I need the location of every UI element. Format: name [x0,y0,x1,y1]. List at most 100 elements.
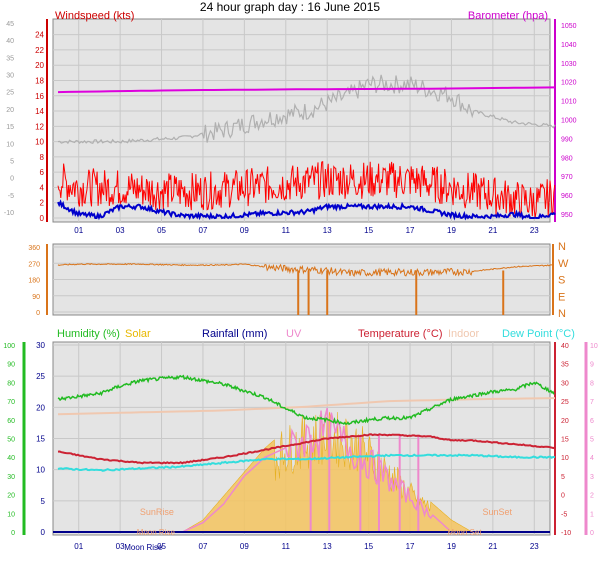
temp-y-tick: 35 [561,362,569,369]
wind-x-tick: 15 [364,226,373,235]
wind-title: Windspeed (kts) [55,10,134,22]
wind-far-left-tick: 5 [10,158,14,165]
temp-y-tick: 20 [561,418,569,425]
wind-x-tick: 13 [323,226,332,235]
dir-compass-label: E [558,291,565,303]
baro-y-tick: 1010 [561,99,577,106]
legend-label: UV [286,328,302,340]
rain-y-tick: 0 [41,528,46,537]
wind-x-tick: 01 [74,226,83,235]
uv-y-tick: 10 [590,343,598,350]
wind-x-tick: 19 [447,226,456,235]
baro-y-tick: 980 [561,155,573,162]
temp-y-tick: 10 [561,455,569,462]
wind-grey-line [57,74,556,145]
moon-rise-label: Moon Rise [124,543,163,552]
baro-y-tick: 1040 [561,42,577,49]
dir-y-tick: 180 [28,278,40,285]
humidity-y-tick: 30 [7,474,15,481]
wind-gust-line [57,160,556,219]
wind-far-left-tick: 0 [10,176,14,183]
multi-x-tick: 21 [488,542,497,551]
indoor-line [57,397,556,416]
uv-y-tick: 4 [590,455,594,462]
multi-x-tick: 03 [116,542,125,551]
chart-title: 24 hour graph day : 16 June 2015 [200,0,380,14]
baro-y-tick: 1000 [561,118,577,125]
uv-line [181,407,450,533]
dir-compass-label: N [558,308,566,320]
baro-title: Barometer (hpa) [468,10,548,22]
dir-y-tick: 90 [32,294,40,301]
legend-label: Rainfall (mm) [202,328,267,340]
humidity-y-tick: 70 [7,399,15,406]
dir-y-tick: 360 [28,245,40,252]
uv-y-tick: 0 [590,530,594,537]
moon-rise-label-upper: Moon Rise [137,528,176,537]
multi-x-tick: 07 [199,542,208,551]
wind-y-tick: 6 [40,168,45,177]
wind-y-tick: 16 [35,92,44,101]
baro-y-tick: 950 [561,212,573,219]
multi-x-tick: 17 [406,542,415,551]
multi-x-tick: 05 [157,542,166,551]
temp-y-tick: 0 [561,493,565,500]
dir-y-tick: 270 [28,261,40,268]
multi-x-tick: 13 [323,542,332,551]
wind-far-left-tick: 15 [6,124,14,131]
rain-y-tick: 30 [36,341,45,350]
temperature-line [57,433,556,465]
temp-y-tick: -5 [561,511,567,518]
temp-y-tick: 15 [561,437,569,444]
rain-y-tick: 10 [36,466,45,475]
uv-y-tick: 9 [590,362,594,369]
humidity-y-tick: 60 [7,418,15,425]
uv-y-tick: 6 [590,418,594,425]
wind-far-left-tick: -10 [4,210,14,217]
wind-x-tick: 05 [157,226,166,235]
wind-far-left-tick: 45 [6,21,14,28]
multi-x-tick: 15 [364,542,373,551]
dir-compass-label: W [558,258,569,270]
barometer-line [57,86,556,94]
wind-y-tick: 22 [35,46,44,55]
humidity-y-tick: 40 [7,455,15,462]
rain-y-tick: 25 [36,372,45,381]
multi-x-tick: 19 [447,542,456,551]
humidity-y-tick: 80 [7,380,15,387]
humidity-y-tick: 90 [7,362,15,369]
wind-direction-line [57,262,555,278]
wind-x-tick: 11 [282,226,291,235]
baro-y-tick: 960 [561,193,573,200]
temp-y-tick: -10 [561,530,571,537]
humidity-y-tick: 50 [7,437,15,444]
wind-avg-line [57,199,556,221]
wind-y-tick: 14 [35,107,44,116]
wind-far-left-tick: 30 [6,73,14,80]
humidity-y-tick: 10 [7,511,15,518]
wind-y-tick: 4 [40,183,45,192]
dir-compass-label: S [558,275,565,287]
wind-far-left-tick: 20 [6,107,14,114]
wind-y-tick: 10 [35,138,44,147]
wind-y-tick: 24 [35,31,44,40]
wind-far-left-tick: 25 [6,90,14,97]
wind-y-tick: 0 [40,214,45,223]
dir-y-tick: 0 [36,310,40,317]
temp-y-tick: 25 [561,399,569,406]
wind-x-tick: 17 [406,226,415,235]
rain-y-tick: 15 [36,435,45,444]
dewpoint-line [57,453,556,472]
uv-y-tick: 3 [590,474,594,481]
temp-y-tick: 30 [561,380,569,387]
baro-y-tick: 1020 [561,80,577,87]
wind-y-tick: 18 [35,76,44,85]
moon-set-label: Moon Set [447,528,482,537]
dir-compass-label: N [558,241,566,253]
temp-y-tick: 5 [561,474,565,481]
wind-far-left-tick: 10 [6,141,14,148]
legend-label: Humidity (%) [57,328,120,340]
uv-y-tick: 1 [590,511,594,518]
wind-x-tick: 07 [199,226,208,235]
